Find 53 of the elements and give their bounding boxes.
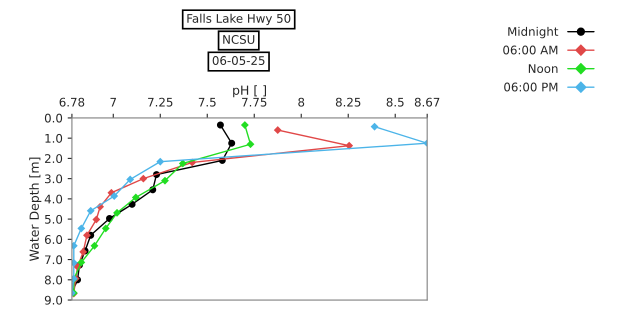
point [77, 258, 86, 266]
point [178, 160, 187, 168]
point [274, 126, 282, 134]
point [228, 140, 236, 147]
point [113, 208, 121, 217]
y-tick-label: 3.0 [45, 174, 62, 184]
point [156, 158, 164, 166]
point [345, 142, 354, 150]
y-tick-label: 2.0 [44, 154, 62, 164]
y-tick-label: 4.0 [44, 194, 62, 204]
point [83, 231, 91, 240]
point [161, 176, 169, 185]
chart-title: Falls Lake Hwy 50 [187, 14, 290, 26]
x-tick-label: 8 [298, 98, 304, 107]
y-tick-label: 9.0 [44, 296, 62, 305]
point [77, 224, 86, 232]
x-tick-label: 6.78 [60, 98, 84, 107]
y-tick-label: 8.0 [44, 276, 62, 284]
point [126, 176, 134, 184]
point [72, 258, 78, 267]
x-tick-label: 8.5 [386, 98, 404, 107]
y-tick-label: 0.0 [44, 114, 62, 123]
x-tick-label: 7 [110, 98, 116, 106]
legend-label: Noon [528, 64, 558, 73]
point [72, 242, 78, 250]
point [240, 121, 249, 129]
point [370, 122, 378, 131]
x-tick-label: 7.75 [242, 98, 266, 107]
x-tick-label: 7.25 [148, 98, 172, 107]
point [246, 140, 254, 148]
legend-label: Midnight [508, 26, 558, 38]
chart-subtitle: NCSU [223, 34, 254, 44]
point [90, 242, 98, 250]
y-tick-label: 7.0 [45, 255, 62, 264]
point [102, 224, 110, 232]
y-axis-title: Water Depth [m] [29, 158, 42, 262]
point [139, 174, 148, 183]
x-tick-label: 8.25 [336, 98, 360, 107]
legend-label: 06:00 PM [504, 82, 558, 92]
point [216, 122, 224, 128]
y-tick-label: 1.0 [45, 134, 62, 143]
point [132, 194, 140, 202]
point [110, 192, 118, 200]
x-tick-label: 8.67 [414, 98, 440, 107]
x-axis-title: pH [ ] [233, 85, 266, 98]
text: 06-05-25 [212, 56, 264, 65]
point [92, 216, 100, 224]
legend-label: 06:00 AM [503, 46, 558, 54]
x-tick-label: 7.5 [198, 98, 216, 107]
point [79, 248, 88, 256]
y-tick-label: 6.0 [44, 235, 62, 244]
y-tick-label: 5.0 [45, 214, 62, 224]
point [86, 206, 95, 215]
